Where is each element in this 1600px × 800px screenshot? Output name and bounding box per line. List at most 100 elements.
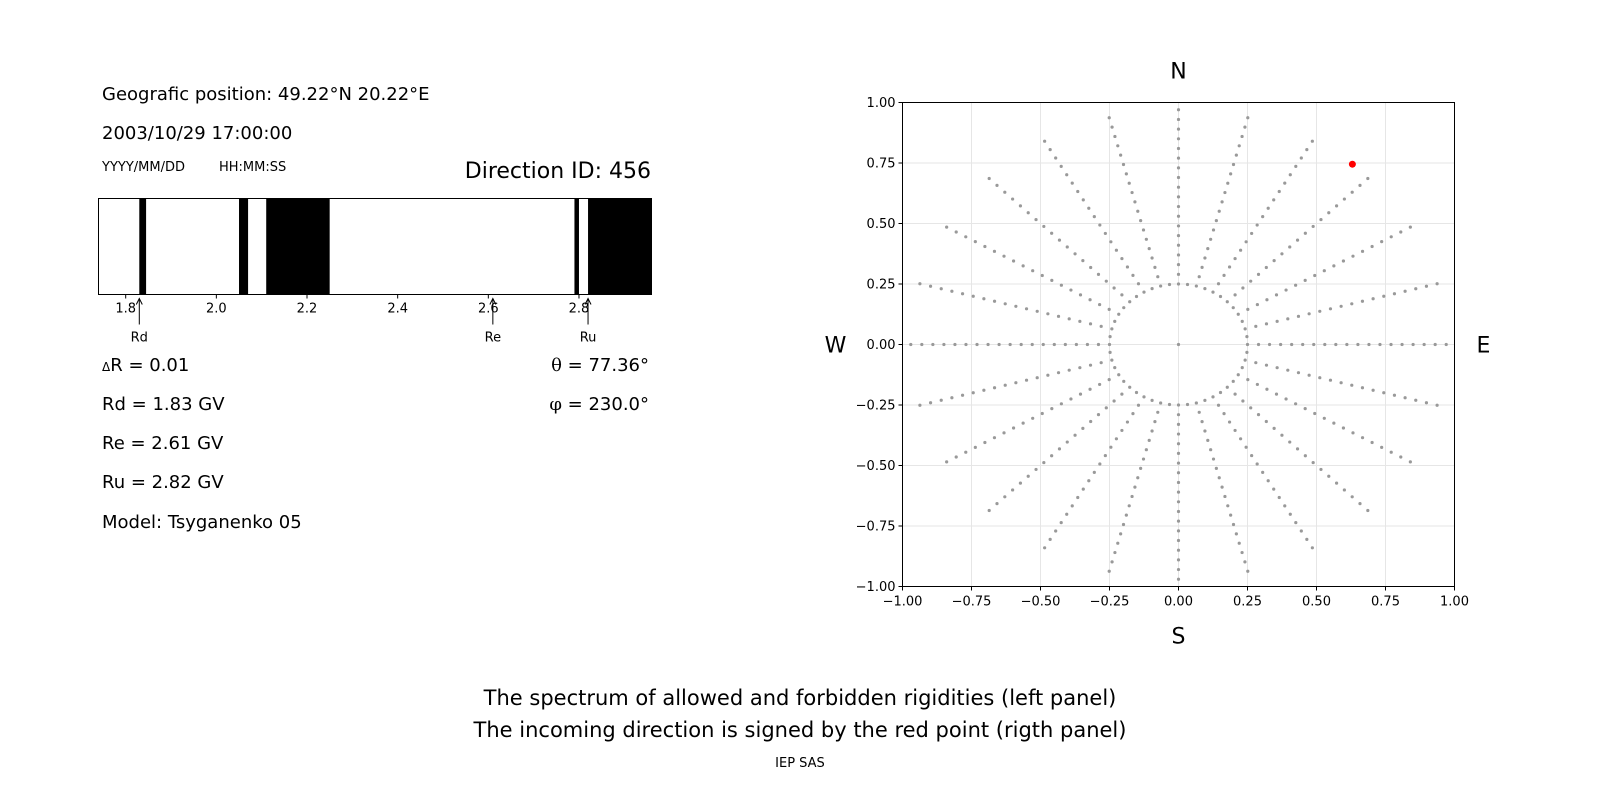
direction-grid-point xyxy=(1147,438,1151,442)
direction-grid-point xyxy=(1246,569,1250,573)
direction-grid-point xyxy=(1389,342,1393,347)
direction-grid-point xyxy=(1096,413,1101,417)
direction-grid-point xyxy=(1002,431,1006,435)
direction-grid-point xyxy=(1366,508,1370,513)
direction-grid-point xyxy=(1350,190,1354,194)
direction-grid-point xyxy=(1310,546,1314,550)
direction-grid-point xyxy=(1104,406,1108,410)
direction-grid-point xyxy=(1050,278,1054,282)
direction-grid-point xyxy=(1052,342,1056,347)
direction-grid-point xyxy=(1370,440,1374,445)
direction-grid-point xyxy=(1054,156,1058,160)
direction-grid-point xyxy=(1042,460,1046,465)
direction-grid-point xyxy=(1141,228,1146,232)
direction-grid-point xyxy=(1114,437,1118,441)
direction-grid-point xyxy=(1081,426,1085,430)
direction-grid-point xyxy=(1139,466,1143,470)
direction-grid-point xyxy=(1307,312,1311,316)
direction-grid-point xyxy=(1255,223,1259,227)
direction-grid-point xyxy=(1092,470,1096,474)
direction-grid-point xyxy=(1089,265,1093,270)
direction-grid-point xyxy=(1103,231,1107,236)
direction-grid-point xyxy=(1264,322,1269,326)
direction-grid-point xyxy=(1159,284,1163,288)
direction-grid-point xyxy=(1104,279,1108,283)
direction-grid-point xyxy=(1056,314,1061,318)
direction-grid-point xyxy=(1057,447,1062,451)
y-tick-label: 1.00 xyxy=(867,96,896,111)
direction-grid-point xyxy=(918,282,922,286)
marker-label-ru: Ru xyxy=(580,331,597,346)
direction-grid-point xyxy=(1240,319,1244,323)
direction-grid-point xyxy=(964,450,968,454)
ru-value: Ru = 2.82 GV xyxy=(102,472,224,493)
direction-grid-point xyxy=(1234,153,1238,157)
direction-grid-point xyxy=(918,403,922,407)
direction-grid-point xyxy=(1035,309,1039,313)
x-tick-label: −0.75 xyxy=(952,595,992,610)
direction-grid-point xyxy=(1332,421,1336,425)
incoming-direction-point xyxy=(1348,160,1356,168)
direction-grid-point xyxy=(1031,269,1035,273)
compass-north: N xyxy=(1170,60,1186,85)
direction-grid-point xyxy=(1099,324,1103,328)
direction-grid-point xyxy=(1272,259,1276,263)
direction-grid-point xyxy=(1067,317,1071,321)
direction-grid-point xyxy=(1127,504,1131,508)
direction-grid-point xyxy=(1131,412,1135,416)
direction-grid-point xyxy=(1389,235,1393,239)
direction-grid-point xyxy=(1240,366,1244,370)
direction-grid-point xyxy=(1176,263,1181,267)
direction-grid-point xyxy=(1176,403,1181,407)
direction-grid-point xyxy=(1073,433,1077,437)
direction-grid-point xyxy=(928,284,933,288)
direction-grid-point xyxy=(1156,410,1160,414)
direction-grid-point xyxy=(1294,164,1298,168)
direction-grid-point xyxy=(1203,287,1207,291)
datetime: 2003/10/29 17:00:00 xyxy=(102,123,293,144)
direction-grid-point xyxy=(1261,215,1265,219)
direction-grid-point xyxy=(1223,494,1227,499)
direction-grid-point xyxy=(1117,373,1121,377)
direction-grid-point xyxy=(1288,245,1292,249)
direction-grid-point xyxy=(1078,392,1083,396)
direction-grid-point xyxy=(1229,172,1233,176)
direction-grid-point xyxy=(1358,502,1362,506)
direction-grid-point xyxy=(1021,421,1025,425)
direction-grid-point xyxy=(1108,350,1112,354)
spectrum-markers: Rd Re Ru xyxy=(131,297,597,346)
direction-grid-point xyxy=(1103,453,1107,458)
direction-grid-point xyxy=(1339,304,1343,308)
direction-grid-point xyxy=(1034,467,1038,472)
direction-grid-point xyxy=(1249,279,1253,283)
direction-grid-point xyxy=(1226,504,1230,508)
direction-grid-point xyxy=(1382,391,1386,395)
direction-grid-point xyxy=(1233,293,1237,297)
direction-grid-point xyxy=(1319,467,1323,472)
direction-grid-point xyxy=(1334,204,1339,208)
direction-grid-point xyxy=(1225,300,1229,304)
direction-grid-point xyxy=(1227,265,1232,269)
direction-grid-point xyxy=(1141,457,1146,461)
direction-grid-point xyxy=(1408,460,1412,464)
direction-grid-point xyxy=(1120,293,1124,297)
direction-grid-point xyxy=(1360,436,1365,440)
direction-grid-point xyxy=(1264,363,1269,367)
direction-grid-point xyxy=(1134,390,1139,395)
direction-grid-point xyxy=(1229,513,1233,517)
direction-grid-point xyxy=(1098,382,1102,387)
direction-grid-point xyxy=(1176,519,1181,523)
direction-grid-point xyxy=(1057,238,1062,242)
direction-grid-point xyxy=(1144,237,1148,241)
direction-grid-point xyxy=(1303,454,1307,458)
direction-grid-point xyxy=(1109,445,1113,449)
direction-grid-point xyxy=(1200,265,1204,269)
direction-grid-point xyxy=(1069,397,1073,401)
direction-grid-point xyxy=(1081,198,1085,202)
direction-scatter-chart: −1.00 −0.75 −0.50 −0.25 0.00 0.25 0.50 0.75 1.00… xyxy=(825,60,1491,650)
direction-grid-point xyxy=(1299,156,1303,160)
direction-grid-point xyxy=(1042,224,1046,229)
direction-grid-point xyxy=(1327,211,1331,215)
delta-r-value: ΔR = 0.01 xyxy=(102,355,189,376)
direction-grid-point xyxy=(939,287,943,291)
